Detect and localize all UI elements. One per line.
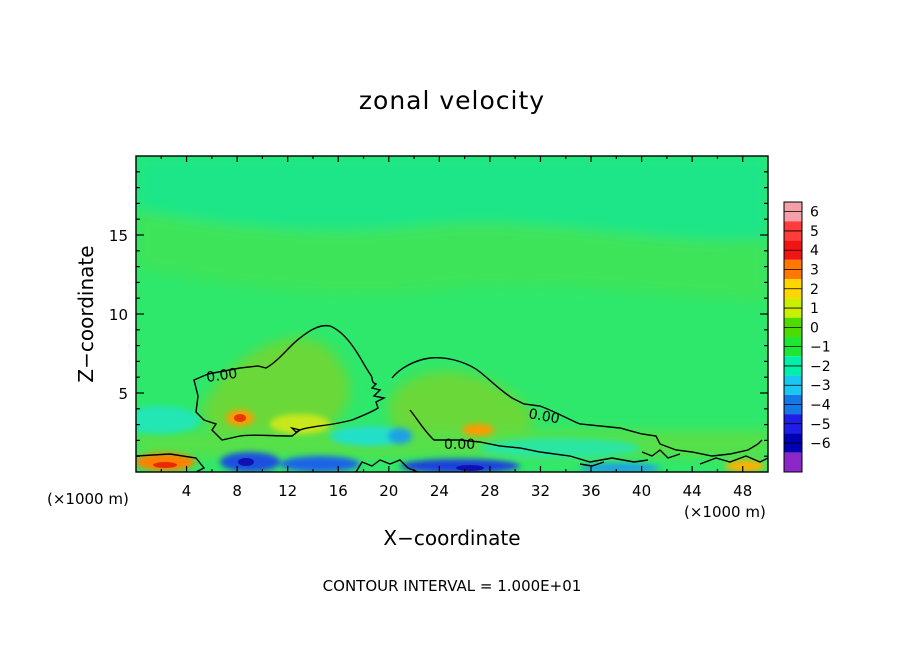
x-tick-label: 32	[531, 482, 550, 500]
zero-contour-line	[355, 459, 419, 472]
zero-contour-line	[409, 409, 649, 463]
colorbar-label: −1	[810, 340, 831, 356]
colorbar-label: 2	[810, 282, 819, 298]
x-unit-label-right: (×1000 m)	[684, 503, 766, 521]
colorbar-label: −6	[810, 436, 831, 452]
y-tick-label: 10	[109, 306, 128, 324]
x-tick-label: 12	[278, 482, 297, 500]
colorbar-labels: 6 5 4 3 2 1 0 −1 −2 −3 −4 −5 −6	[810, 205, 831, 452]
colorbar-label: 1	[810, 301, 819, 317]
x-tick-label: 36	[581, 482, 600, 500]
colorbar-label: −2	[810, 359, 831, 375]
field-mid-band	[136, 210, 768, 300]
field-dark-blue-spot	[238, 458, 254, 466]
field-warm-patch	[462, 424, 494, 436]
colorbar-label: −4	[810, 398, 831, 414]
x-tick-label: 20	[379, 482, 398, 500]
y-tick-label: 5	[118, 385, 128, 403]
y-tick-label: 15	[109, 227, 128, 245]
field-warm-patch	[136, 453, 195, 471]
field-hot-spot	[234, 414, 246, 422]
zero-contour-line	[289, 426, 303, 433]
contour-label: 0.00	[527, 406, 560, 427]
x-tick-label: 24	[430, 482, 449, 500]
contour-interval-note: CONTOUR INTERVAL = 1.000E+01	[322, 577, 582, 595]
zero-contour-line	[136, 453, 206, 472]
x-axis-tick-labels: 4 8 12 16 20 24 28 32 36 40 44 48	[182, 482, 752, 500]
colorbar-label: −3	[810, 378, 831, 394]
zero-contour-line	[391, 356, 763, 457]
x-unit-label-left: (×1000 m)	[47, 490, 129, 508]
field-blue-patch	[580, 463, 660, 472]
colorbar	[783, 201, 803, 473]
zero-contours	[136, 324, 768, 472]
field-warm-patch	[725, 460, 765, 472]
y-axis-ticks	[136, 171, 768, 457]
field-upper-band	[136, 156, 768, 241]
y-axis-tick-labels: 5 10 15	[109, 227, 128, 403]
field-yellow-patch	[270, 414, 330, 434]
x-tick-label: 4	[182, 482, 192, 500]
x-tick-label: 40	[632, 482, 651, 500]
contour-label: 0.00	[444, 437, 475, 453]
field-hot-spot	[153, 462, 177, 468]
field-cyan-patch	[480, 438, 640, 458]
field-blue-patch	[388, 428, 412, 444]
colorbar-label: 5	[810, 224, 819, 240]
field-cyan-patch	[330, 426, 410, 446]
colorbar-label: 4	[810, 243, 819, 259]
colorbar-frame	[783, 201, 803, 473]
x-axis-ticks	[160, 156, 744, 472]
contour-label: 0.00	[205, 366, 238, 386]
colorbar-label: −5	[810, 417, 831, 433]
x-tick-label: 8	[232, 482, 242, 500]
x-tick-label: 16	[329, 482, 348, 500]
field-dark-blue-spot	[456, 465, 484, 471]
field-blue-patch	[280, 456, 360, 472]
x-tick-label: 28	[480, 482, 499, 500]
x-tick-label: 48	[733, 482, 752, 500]
colorbar-label: 0	[810, 320, 819, 336]
field-cyan-patch	[136, 406, 200, 434]
colorbar-label: 3	[810, 263, 819, 279]
x-axis-label: X−coordinate	[383, 526, 521, 550]
zero-contour-line	[193, 324, 387, 441]
zero-contour-line	[579, 461, 605, 467]
chart-title: zonal velocity	[358, 86, 546, 115]
colorbar-swatch	[784, 452, 802, 472]
contour-labels: 0.00 0.00 0.00	[205, 366, 560, 453]
heatmap-field	[136, 156, 768, 472]
y-axis-label: Z−coordinate	[74, 245, 98, 383]
zero-contour-line	[641, 449, 681, 459]
x-tick-label: 44	[683, 482, 702, 500]
zero-contour-line	[699, 455, 768, 465]
colorbar-label: 6	[810, 205, 819, 221]
